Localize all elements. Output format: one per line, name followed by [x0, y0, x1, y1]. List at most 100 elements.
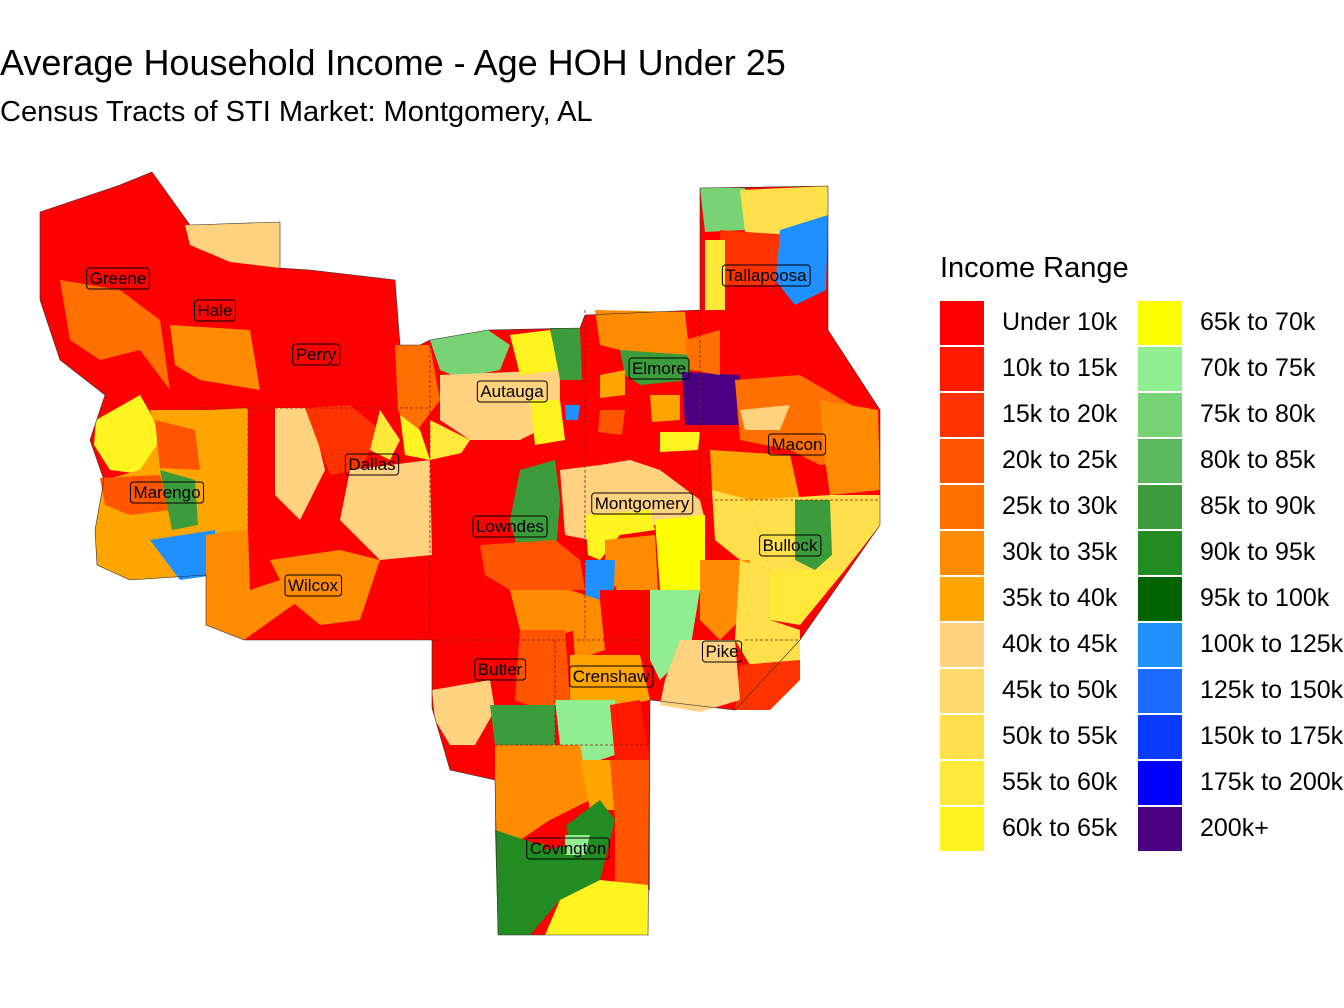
- tract: [305, 405, 380, 475]
- tract: [610, 760, 650, 890]
- tract: [530, 400, 565, 445]
- county-label-elmore: Elmore: [628, 357, 690, 380]
- county-label-pike: Pike: [701, 640, 743, 663]
- legend-label: 35k to 40k: [1002, 584, 1118, 612]
- county-label-hale: Hale: [194, 299, 236, 322]
- tract: [585, 510, 655, 560]
- tract: [660, 432, 700, 452]
- legend-swatch: [940, 807, 984, 851]
- tract: [710, 450, 800, 510]
- legend-swatch: [940, 623, 984, 667]
- legend-swatch: [1138, 623, 1182, 667]
- legend-swatch: [940, 485, 984, 529]
- tract: [430, 420, 470, 470]
- tract: [605, 535, 658, 595]
- county-label-dallas: Dallas: [344, 453, 400, 476]
- choropleth-map: Greene Hale Perry Autauga Elmore Tallapoosa Ma…: [39, 171, 881, 936]
- tract: [400, 415, 430, 460]
- tract: [170, 325, 260, 390]
- county-label-marengo: Marengo: [129, 481, 205, 504]
- tract: [735, 560, 800, 665]
- tract: [570, 590, 605, 660]
- tract: [570, 655, 650, 710]
- county-label-lowndes: Lowndes: [472, 515, 548, 538]
- tract: [600, 590, 650, 652]
- legend-swatch: [940, 669, 984, 713]
- tract: [775, 215, 828, 305]
- map-subtitle: Census Tracts of STI Market: Montgomery,…: [0, 96, 593, 128]
- county-label-tallapoosa: Tallapoosa: [721, 264, 811, 287]
- legend-title: Income Range: [940, 252, 1129, 284]
- svg-text:Montgomery: Montgomery: [595, 494, 690, 513]
- legend-swatch: [940, 301, 984, 345]
- tract: [160, 470, 198, 530]
- county-label-greene: Greene: [86, 267, 150, 290]
- tract: [250, 470, 300, 560]
- legend-label: 175k to 200k: [1200, 768, 1344, 796]
- tract: [432, 680, 495, 745]
- tract: [275, 408, 325, 535]
- tract: [370, 410, 400, 460]
- tract: [545, 880, 648, 935]
- svg-text:Butler: Butler: [478, 660, 523, 679]
- svg-text:Bullock: Bullock: [763, 536, 818, 555]
- county-labels: Greene Hale Perry Autauga Elmore Tallapoosa Ma…: [86, 264, 827, 860]
- legend-label: 20k to 25k: [1002, 446, 1118, 474]
- tract: [206, 530, 300, 640]
- legend-swatch: [1138, 439, 1182, 483]
- svg-text:Crenshaw: Crenshaw: [573, 667, 650, 686]
- svg-text:Autauga: Autauga: [480, 382, 544, 401]
- legend-swatch: [940, 439, 984, 483]
- tract: [650, 590, 700, 680]
- county-label-butler: Butler: [474, 658, 527, 681]
- legend-label: 95k to 100k: [1200, 584, 1330, 612]
- tract: [655, 515, 705, 590]
- tract: [580, 760, 615, 810]
- tract: [340, 460, 432, 560]
- legend-label: Under 10k: [1002, 308, 1118, 336]
- tract: [712, 490, 770, 570]
- tract: [540, 820, 570, 850]
- county-label-crenshaw: Crenshaw: [569, 665, 654, 688]
- tract: [155, 420, 200, 470]
- census-tracts: [40, 172, 880, 935]
- county-label-montgomery: Montgomery: [591, 492, 694, 515]
- legend-label: 75k to 80k: [1200, 400, 1316, 428]
- tract: [682, 372, 742, 425]
- market-outline: [39, 171, 881, 936]
- tract: [430, 330, 510, 378]
- tract: [705, 240, 725, 310]
- county-label-bullock: Bullock: [759, 534, 822, 557]
- tract: [700, 188, 745, 232]
- tract: [150, 530, 215, 580]
- legend-swatch: [940, 715, 984, 759]
- legend-swatch: [1138, 485, 1182, 529]
- svg-text:Greene: Greene: [90, 269, 147, 288]
- tract: [820, 400, 880, 495]
- county-label-macon: Macon: [767, 433, 827, 456]
- svg-text:Macon: Macon: [771, 435, 822, 454]
- legend-label: 30k to 35k: [1002, 538, 1118, 566]
- legend-swatch: [1138, 807, 1182, 851]
- legend-label: 10k to 15k: [1002, 354, 1118, 382]
- tract: [770, 570, 845, 625]
- tract: [270, 550, 380, 625]
- legend-swatch: [940, 393, 984, 437]
- tract: [510, 460, 560, 565]
- legend-label: 60k to 65k: [1002, 814, 1118, 842]
- tract: [510, 330, 560, 375]
- legend-swatch: [940, 347, 984, 391]
- legend-swatch: [940, 761, 984, 805]
- tract: [660, 640, 740, 712]
- legend-label: 200k+: [1200, 814, 1269, 842]
- legend-swatch: [1138, 715, 1182, 759]
- tract: [720, 230, 780, 285]
- svg-text:Perry: Perry: [296, 345, 337, 364]
- legend-label: 85k to 90k: [1200, 492, 1316, 520]
- tract: [480, 540, 585, 590]
- county-label-wilcox: Wilcox: [284, 574, 343, 597]
- tract: [94, 395, 160, 475]
- svg-text:Tallapoosa: Tallapoosa: [725, 266, 807, 285]
- svg-text:Pike: Pike: [705, 642, 738, 661]
- legend-label: 150k to 175k: [1200, 722, 1344, 750]
